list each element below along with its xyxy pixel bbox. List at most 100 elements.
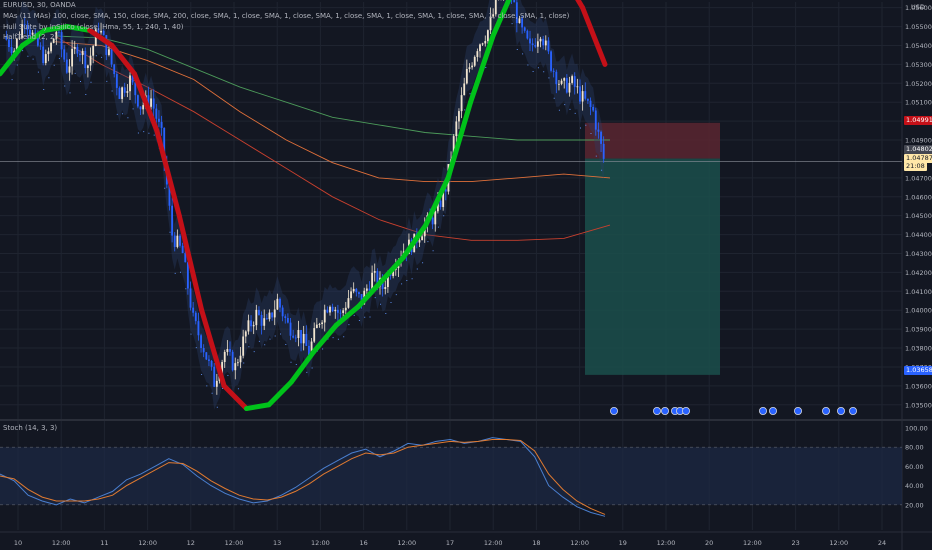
candle-body (179, 236, 181, 246)
candle-body (198, 321, 200, 335)
candle-body (253, 325, 255, 326)
time-axis[interactable]: 10 12:00 11 12:00 12 12:00 13 12:00 16 12:00 17 12:… (14, 539, 886, 547)
candle-body (232, 352, 234, 370)
candle-body (129, 75, 131, 91)
candle-body (192, 308, 194, 313)
candle-body (66, 60, 68, 73)
candle-body (537, 41, 539, 46)
candle-body (590, 101, 592, 107)
economic-event-icon[interactable] (837, 407, 844, 414)
candle-body (116, 74, 118, 88)
candle-body (276, 299, 278, 310)
legend-stoch[interactable]: Stoch (14, 3, 3) (3, 424, 57, 433)
candle-body (261, 315, 263, 326)
economic-event-icon[interactable] (849, 407, 856, 414)
candle-body (603, 144, 605, 159)
candle-body (303, 334, 305, 343)
candle-body (321, 322, 323, 324)
candle-body (271, 313, 273, 318)
candle-body (324, 310, 326, 323)
candle-body (155, 109, 157, 119)
candle-body (229, 349, 231, 352)
economic-event-icon[interactable] (682, 407, 689, 414)
candle-body (534, 45, 536, 47)
candle-body (45, 54, 47, 63)
stoch-tick-label: 40.00 (905, 482, 924, 490)
price-tick-label: 1.04600 (905, 193, 932, 201)
price-tick-label: 1.04200 (905, 269, 932, 277)
candle-body (274, 310, 276, 318)
candle-body (140, 106, 142, 109)
candle-body (571, 76, 573, 83)
candle-body (366, 289, 368, 291)
economic-event-icon[interactable] (822, 407, 829, 414)
economic-event-icon[interactable] (653, 407, 660, 414)
candle-body (282, 308, 284, 317)
economic-event-icon[interactable] (794, 407, 801, 414)
candle-body (455, 121, 457, 136)
time-tick-label: 12:00 (311, 539, 330, 547)
price-tick-label: 1.03600 (905, 382, 932, 390)
time-tick-label: 11 (100, 539, 108, 547)
candle-body (287, 318, 289, 323)
candle-body (216, 381, 218, 387)
candle-body (479, 44, 481, 51)
candle-body (574, 76, 576, 87)
candle-body (532, 43, 534, 45)
candle-body (174, 236, 176, 247)
candle-body (463, 83, 465, 95)
price-tick-label: 1.03900 (905, 326, 932, 334)
candle-body (487, 30, 489, 41)
legend-mas[interactable]: MAs (11 MAs) 100, close, SMA, 150, close… (3, 12, 569, 21)
entry-price-tag: 1.04802 (904, 145, 932, 154)
candle-body (419, 240, 421, 242)
candle-body (358, 292, 360, 294)
candle-body (332, 307, 334, 311)
price-tick-label: 1.04900 (905, 137, 932, 145)
stoch-tick-label: 80.00 (905, 444, 924, 452)
candle-body (524, 27, 526, 30)
candle-body (142, 105, 144, 109)
candle-body (108, 49, 110, 55)
time-tick-label: 12 (187, 539, 195, 547)
candle-body (79, 54, 81, 55)
candle-body (550, 51, 552, 70)
candle-body (242, 336, 244, 355)
time-tick-label: 12:00 (397, 539, 416, 547)
time-tick-label: 10 (14, 539, 22, 547)
economic-event-icon[interactable] (610, 407, 617, 414)
candle-body (432, 218, 434, 225)
time-tick-label: 13 (273, 539, 281, 547)
candle-body (126, 91, 128, 93)
candle-body (119, 88, 121, 99)
legend-halftrend[interactable]: HalfTrend (2, 2) (3, 33, 57, 42)
candle-body (542, 39, 544, 46)
candle-body (579, 86, 581, 101)
candle-body (158, 119, 160, 122)
candle-body (161, 122, 163, 128)
candle-body (269, 313, 271, 320)
price-tick-label: 1.05100 (905, 99, 932, 107)
time-tick-label: 19 (619, 539, 627, 547)
economic-event-icon[interactable] (769, 407, 776, 414)
time-tick-label: 24 (878, 539, 886, 547)
candle-body (461, 95, 463, 111)
candle-body (190, 288, 192, 307)
candle-body (469, 67, 471, 69)
legend-hull-suite[interactable]: Hull Suite by InSilico (close, Hma, 55, … (3, 23, 184, 32)
candle-body (582, 91, 584, 101)
economic-event-icon[interactable] (759, 407, 766, 414)
candle-body (284, 316, 286, 318)
candle-body (84, 51, 86, 68)
candle-body (555, 72, 557, 84)
price-tick-label: 1.04400 (905, 231, 932, 239)
time-tick-label: 12:00 (570, 539, 589, 547)
time-tick-label: 17 (446, 539, 454, 547)
candle-body (292, 336, 294, 338)
candle-body (176, 236, 178, 247)
candle-body (61, 32, 63, 49)
legend-symbol[interactable]: EURUSD, 30, OANDA (3, 1, 76, 10)
target-price-tag: 1.03658 (904, 366, 932, 375)
economic-event-icon[interactable] (661, 407, 668, 414)
